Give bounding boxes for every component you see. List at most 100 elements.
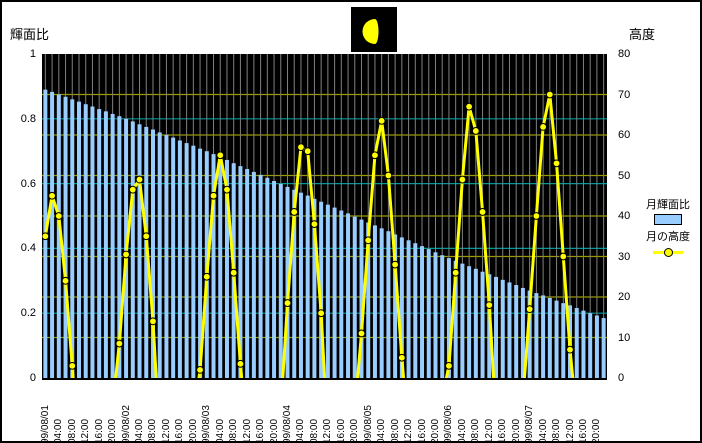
bar-illuminated-fraction bbox=[245, 169, 250, 378]
left-tick-label: 0.6 bbox=[20, 177, 36, 190]
plot-svg bbox=[42, 54, 607, 378]
left-tick-label: 0.8 bbox=[20, 112, 36, 125]
left-axis-title: 輝面比 bbox=[10, 27, 50, 42]
x-axis-label: 16:00 bbox=[335, 418, 347, 443]
bar-illuminated-fraction bbox=[433, 252, 438, 378]
marker-moon-altitude bbox=[142, 232, 151, 241]
marker-moon-altitude bbox=[371, 151, 379, 160]
bar-illuminated-fraction bbox=[110, 113, 115, 378]
x-axis-label: 20:00 bbox=[268, 418, 280, 443]
bar-illuminated-fraction bbox=[184, 143, 189, 378]
x-axis-label: 99/08/01 bbox=[39, 405, 51, 443]
bar-illuminated-fraction bbox=[70, 99, 75, 378]
marker-moon-altitude bbox=[61, 276, 70, 285]
bar-illuminated-fraction bbox=[157, 132, 162, 378]
right-tick-label: 20 bbox=[618, 291, 631, 303]
line-moon-altitude bbox=[281, 144, 327, 378]
bar-illuminated-fraction bbox=[258, 174, 263, 378]
marker-moon-altitude bbox=[391, 260, 400, 269]
bar-illuminated-fraction bbox=[601, 318, 606, 378]
marker-moon-altitude bbox=[458, 175, 467, 184]
legend-bar-label: 月輝面比 bbox=[646, 199, 690, 211]
x-axis-label: 20:00 bbox=[107, 418, 119, 443]
bar-illuminated-fraction bbox=[76, 101, 81, 378]
right-tick-label: 10 bbox=[618, 331, 631, 344]
marker-moon-altitude bbox=[525, 305, 534, 314]
marker-moon-altitude bbox=[236, 359, 245, 368]
bar-illuminated-fraction bbox=[514, 285, 519, 378]
bar-illuminated-fraction bbox=[305, 195, 310, 378]
marker-moon-altitude bbox=[68, 361, 77, 370]
bar-illuminated-fraction bbox=[500, 279, 505, 378]
x-axis-label: 08:00 bbox=[147, 418, 159, 443]
marker-moon-altitude bbox=[122, 250, 130, 259]
marker-moon-altitude bbox=[445, 361, 453, 370]
x-axis-label: 04:00 bbox=[214, 418, 226, 443]
bar-illuminated-fraction bbox=[285, 186, 290, 378]
marker-moon-altitude bbox=[149, 317, 157, 326]
right-tick-label: 40 bbox=[618, 210, 631, 222]
marker-moon-altitude bbox=[54, 212, 63, 220]
moon-phase-icon bbox=[351, 7, 397, 52]
x-axis-label: 12:00 bbox=[483, 418, 495, 443]
bar-illuminated-fraction bbox=[272, 181, 277, 378]
x-axis-label: 04:00 bbox=[456, 418, 468, 443]
x-axis-label: 04:00 bbox=[295, 418, 307, 443]
bar-illuminated-fraction bbox=[278, 183, 283, 378]
marker-moon-altitude bbox=[310, 220, 319, 229]
marker-moon-altitude bbox=[128, 185, 137, 194]
bar-illuminated-fraction bbox=[446, 258, 451, 378]
bar-illuminated-fraction bbox=[137, 124, 142, 378]
legend-line-marker bbox=[653, 247, 683, 257]
x-axis-label: 99/08/05 bbox=[362, 405, 374, 443]
x-axis-label: 08:00 bbox=[389, 418, 401, 443]
marker-moon-altitude bbox=[397, 353, 406, 362]
marker-moon-altitude bbox=[377, 116, 386, 125]
left-tick-label: 0.4 bbox=[20, 242, 36, 255]
x-axis-label: 16:00 bbox=[577, 418, 589, 443]
marker-moon-altitude bbox=[317, 309, 326, 318]
bar-illuminated-fraction bbox=[588, 313, 593, 378]
bar-illuminated-fraction bbox=[494, 276, 499, 378]
line-moon-altitude bbox=[114, 175, 158, 378]
marker-moon-altitude bbox=[478, 208, 487, 216]
right-tick-label: 0 bbox=[618, 372, 625, 384]
marker-moon-altitude bbox=[532, 212, 541, 220]
right-tick-label: 30 bbox=[618, 250, 631, 263]
marker-moon-altitude bbox=[471, 127, 480, 135]
bar-illuminated-fraction bbox=[440, 255, 445, 378]
bar-illuminated-fraction bbox=[480, 271, 485, 378]
marker-moon-altitude bbox=[42, 232, 50, 241]
x-axis-label: 20:00 bbox=[349, 418, 361, 443]
right-tick-label: 70 bbox=[618, 88, 631, 101]
x-axis-label: 08:00 bbox=[470, 418, 482, 443]
bar-illuminated-fraction bbox=[117, 116, 122, 378]
x-axis-label: 04:00 bbox=[376, 418, 388, 443]
bar-illuminated-fraction bbox=[224, 159, 229, 378]
x-axis-label: 99/08/02 bbox=[120, 405, 132, 443]
bar-illuminated-fraction bbox=[325, 204, 330, 378]
marker-moon-altitude bbox=[297, 143, 305, 152]
x-axis-label: 12:00 bbox=[322, 418, 334, 443]
bar-illuminated-fraction bbox=[218, 157, 223, 378]
bar-illuminated-fraction bbox=[507, 282, 512, 378]
x-axis-label: 04:00 bbox=[134, 418, 146, 443]
marker-moon-altitude bbox=[196, 366, 204, 374]
bar-illuminated-fraction bbox=[332, 207, 337, 378]
bar-illuminated-fraction bbox=[191, 145, 196, 378]
bar-illuminated-fraction bbox=[467, 266, 472, 378]
bar-illuminated-fraction bbox=[359, 219, 364, 378]
marker-moon-altitude bbox=[566, 345, 574, 354]
right-axis-title: 高度 bbox=[629, 27, 656, 42]
bar-illuminated-fraction bbox=[177, 140, 182, 378]
x-axis-label: 20:00 bbox=[510, 418, 522, 443]
bar-illuminated-fraction bbox=[97, 109, 102, 378]
bar-illuminated-fraction bbox=[171, 137, 176, 378]
x-axis-label: 08:00 bbox=[66, 418, 78, 443]
bar-illuminated-fraction bbox=[50, 91, 55, 378]
x-axis-label: 12:00 bbox=[403, 418, 415, 443]
bar-illuminated-fraction bbox=[56, 94, 61, 378]
bar-illuminated-fraction bbox=[352, 216, 357, 378]
marker-moon-altitude bbox=[290, 208, 299, 216]
